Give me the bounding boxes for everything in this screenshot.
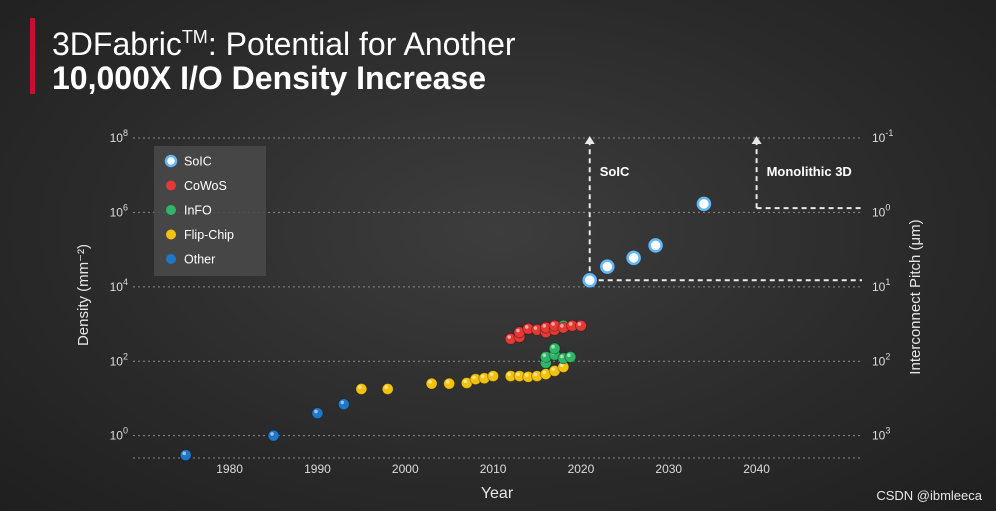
data-point-highlight bbox=[428, 380, 432, 384]
legend-label-flipchip: Flip-Chip bbox=[184, 228, 234, 242]
data-point-highlight bbox=[507, 335, 511, 339]
data-point-highlight bbox=[340, 400, 345, 405]
data-point-highlight bbox=[463, 379, 468, 384]
data-point-flipchip bbox=[425, 377, 438, 390]
data-point-highlight bbox=[516, 328, 520, 333]
x-tick-label: 1990 bbox=[304, 462, 331, 476]
y-tick-label: 102 bbox=[110, 351, 128, 368]
data-point-soic bbox=[582, 273, 597, 288]
x-axis-label: Year bbox=[481, 485, 514, 502]
data-point-flipchip bbox=[381, 383, 394, 395]
data-point-highlight bbox=[358, 385, 362, 389]
y-tick-label: 108 bbox=[110, 128, 128, 145]
legend-label-info: InFO bbox=[184, 204, 212, 218]
data-point-highlight bbox=[524, 373, 529, 377]
data-point-highlight bbox=[560, 363, 564, 368]
data-point-highlight bbox=[533, 372, 538, 377]
data-point-highlight bbox=[551, 367, 555, 371]
data-point-highlight bbox=[568, 322, 573, 326]
slide-title-line1: 3DFabricTM: Potential for Another bbox=[52, 18, 516, 63]
x-tick-label: 2040 bbox=[743, 462, 770, 476]
data-point-info bbox=[564, 351, 577, 363]
data-point-highlight bbox=[560, 324, 564, 328]
data-point-highlight bbox=[567, 353, 571, 358]
y-tick-label: 104 bbox=[110, 277, 128, 294]
chart-ticks: 1980 1990 2000 2010 2020 2030 2040 100 102 104 106… bbox=[110, 128, 894, 476]
data-point-highlight bbox=[551, 344, 555, 349]
data-point-other bbox=[311, 407, 324, 420]
annotation-arrowhead bbox=[751, 136, 762, 144]
data-point-highlight bbox=[270, 432, 274, 436]
slide-title-line2: 10,000X I/O Density Increase bbox=[52, 60, 487, 96]
data-point-soic bbox=[648, 238, 663, 253]
watermark: CSDN @ibmleeca bbox=[876, 488, 982, 503]
legend-marker-other bbox=[166, 254, 176, 264]
data-point-highlight bbox=[524, 325, 529, 329]
y2-tick-label: 10-1 bbox=[872, 128, 893, 145]
annotation-label: Monolithic 3D bbox=[767, 164, 852, 179]
data-point-highlight bbox=[384, 385, 389, 389]
data-point-highlight bbox=[507, 372, 511, 377]
data-point-soic bbox=[696, 196, 712, 212]
data-point-other bbox=[267, 429, 280, 442]
chart-annotations: SoIC Monolithic 3D bbox=[584, 136, 862, 282]
legend-label-other: Other bbox=[184, 253, 215, 267]
x-tick-label: 2010 bbox=[480, 462, 507, 476]
legend-marker-cowos bbox=[166, 180, 176, 191]
data-point-flipchip bbox=[355, 383, 368, 395]
data-point-highlight bbox=[542, 370, 547, 375]
data-point-highlight bbox=[314, 409, 318, 414]
legend-label-soic: SoIC bbox=[184, 155, 212, 169]
data-point-flipchip bbox=[443, 377, 456, 390]
data-point-highlight bbox=[542, 353, 547, 358]
data-point-info bbox=[548, 342, 561, 355]
y-tick-label: 100 bbox=[110, 426, 128, 443]
legend-label-cowos: CoWoS bbox=[184, 179, 227, 193]
data-point-cowos bbox=[575, 319, 587, 332]
data-point-highlight bbox=[533, 326, 538, 330]
data-point-highlight bbox=[481, 374, 485, 379]
title-subtitle-text: : Potential for Another bbox=[207, 26, 516, 62]
x-tick-label: 2020 bbox=[568, 462, 595, 476]
data-point-highlight bbox=[182, 451, 186, 456]
data-point-highlight bbox=[472, 375, 476, 380]
y-axis-label: Density (mm⁻²) bbox=[75, 244, 92, 346]
data-point-other bbox=[179, 449, 192, 462]
data-point-flipchip bbox=[487, 370, 500, 382]
data-point-soic bbox=[626, 250, 641, 266]
y2-axis-label: Interconnect Pitch (μm) bbox=[907, 219, 924, 374]
legend-marker-soic bbox=[164, 154, 178, 168]
data-point-highlight bbox=[577, 322, 582, 326]
title-trademark: TM bbox=[181, 27, 208, 47]
title-brand: 3DFabric bbox=[52, 26, 182, 62]
annotation-label: SoIC bbox=[600, 164, 630, 179]
legend-marker-info bbox=[166, 205, 176, 215]
chart-points bbox=[179, 196, 712, 462]
y2-tick-label: 100 bbox=[872, 202, 890, 219]
x-tick-label: 2030 bbox=[655, 462, 682, 476]
x-tick-label: 1980 bbox=[216, 462, 243, 476]
y2-tick-label: 103 bbox=[872, 426, 890, 443]
data-point-other bbox=[337, 398, 350, 411]
y2-tick-label: 101 bbox=[872, 277, 890, 294]
data-point-soic bbox=[600, 259, 615, 274]
data-point-highlight bbox=[489, 372, 494, 377]
annotation-arrowhead bbox=[584, 136, 595, 144]
data-point-highlight bbox=[560, 354, 564, 359]
x-tick-label: 2000 bbox=[392, 462, 419, 476]
y-tick-label: 106 bbox=[110, 202, 128, 219]
title-accent-bar bbox=[30, 18, 35, 94]
data-point-highlight bbox=[516, 372, 520, 377]
data-point-highlight bbox=[551, 322, 555, 326]
data-point-highlight bbox=[542, 324, 547, 328]
y2-tick-label: 102 bbox=[872, 351, 890, 368]
legend-marker-flipchip bbox=[166, 229, 176, 240]
chart-legend: SoIC CoWoS InFO Flip-Chip Other bbox=[154, 146, 266, 276]
data-point-highlight bbox=[445, 380, 450, 384]
